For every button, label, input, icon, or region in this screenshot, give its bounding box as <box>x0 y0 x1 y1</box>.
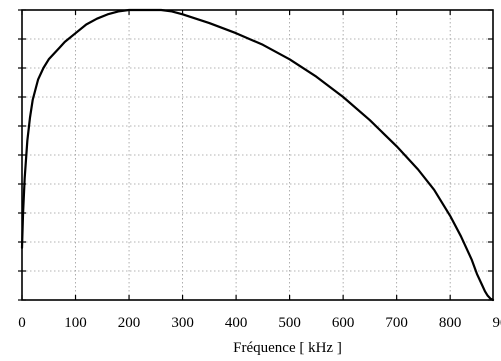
series-line <box>20 8 495 302</box>
x-tick-label: 600 <box>332 315 355 331</box>
x-tick-label: 900 <box>492 315 501 331</box>
x-axis-label: Fréquence [ kHz ] <box>233 340 342 356</box>
x-tick-label: 800 <box>439 315 462 331</box>
x-tick-label: 700 <box>385 315 408 331</box>
grid <box>22 10 493 300</box>
x-tick-label: 200 <box>118 315 141 331</box>
plot-frame <box>21 9 494 301</box>
x-tick-label: 300 <box>171 315 194 331</box>
x-tick-label: 400 <box>225 315 248 331</box>
x-tick-label: 100 <box>64 315 87 331</box>
x-tick-labels: 0 100 200 300 400 500 600 700 800 900 <box>18 315 501 331</box>
x-tick-label: 0 <box>18 315 26 331</box>
x-tick-label: 500 <box>278 315 301 331</box>
